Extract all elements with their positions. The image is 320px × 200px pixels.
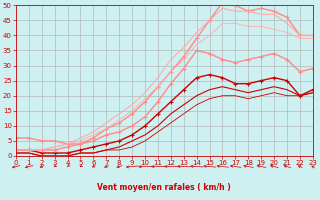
- X-axis label: Vent moyen/en rafales ( km/h ): Vent moyen/en rafales ( km/h ): [98, 183, 231, 192]
